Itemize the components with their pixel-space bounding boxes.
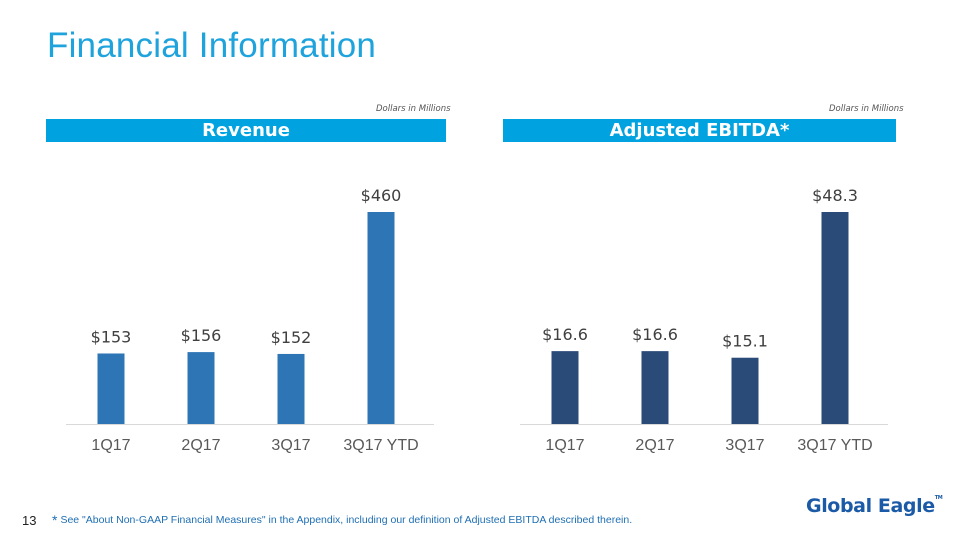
- footnote: * See "About Non-GAAP Financial Measures"…: [52, 510, 633, 528]
- ebitda-tick-label-2: 2Q17: [635, 437, 674, 454]
- logo-trademark: TM: [934, 495, 943, 501]
- ebitda-bar-1: [551, 351, 579, 424]
- footnote-star: *: [52, 512, 58, 528]
- revenue-bar-1: [97, 353, 125, 424]
- revenue-chart: $153 1Q17 $156 2Q17 $152 3Q17 $460 3Q17 YTD: [66, 160, 466, 470]
- revenue-data-label-1: $153: [91, 327, 132, 346]
- revenue-tick-label-4: 3Q17 YTD: [343, 437, 418, 454]
- ebitda-bar-2: [641, 351, 669, 424]
- logo-text: Global Eagle: [806, 495, 935, 517]
- revenue-data-label-3: $152: [271, 328, 312, 347]
- revenue-bar-4: [367, 212, 395, 424]
- ebitda-tick-label-4: 3Q17 YTD: [797, 437, 872, 454]
- revenue-data-label-4: $460: [361, 186, 402, 205]
- revenue-bar-2: [187, 352, 215, 424]
- ebitda-units-note: Dollars in Millions: [829, 104, 904, 114]
- ebitda-data-label-2: $16.6: [632, 325, 678, 344]
- ebitda-chart-title: Adjusted EBITDA*: [503, 119, 896, 142]
- revenue-chart-svg: $153 1Q17 $156 2Q17 $152 3Q17 $460 3Q17 YTD: [66, 186, 434, 454]
- page-title: Financial Information: [47, 26, 377, 65]
- revenue-bar-3: [277, 353, 305, 424]
- global-eagle-logo: Global EagleTM: [806, 495, 943, 517]
- revenue-tick-label-2: 2Q17: [181, 437, 220, 454]
- ebitda-data-label-4: $48.3: [812, 186, 858, 205]
- revenue-units-note: Dollars in Millions: [376, 104, 451, 114]
- ebitda-bar-4: [821, 212, 849, 424]
- ebitda-chart-svg: $16.6 1Q17 $16.6 2Q17 $15.1 3Q17 $48.3 3Q17 YTD: [520, 186, 888, 454]
- ebitda-bar-3: [731, 357, 759, 424]
- revenue-tick-label-1: 1Q17: [91, 437, 130, 454]
- revenue-tick-label-3: 3Q17: [271, 437, 310, 454]
- ebitda-data-label-3: $15.1: [722, 332, 768, 351]
- ebitda-tick-label-1: 1Q17: [545, 437, 584, 454]
- page-number: 13: [22, 513, 37, 528]
- ebitda-data-label-1: $16.6: [542, 325, 588, 344]
- revenue-data-label-2: $156: [181, 326, 222, 345]
- revenue-chart-title: Revenue: [46, 119, 446, 142]
- ebitda-tick-label-3: 3Q17: [725, 437, 764, 454]
- footnote-text: See "About Non-GAAP Financial Measures" …: [60, 514, 633, 526]
- ebitda-chart: $16.6 1Q17 $16.6 2Q17 $15.1 3Q17 $48.3 3Q17 YTD: [520, 160, 920, 470]
